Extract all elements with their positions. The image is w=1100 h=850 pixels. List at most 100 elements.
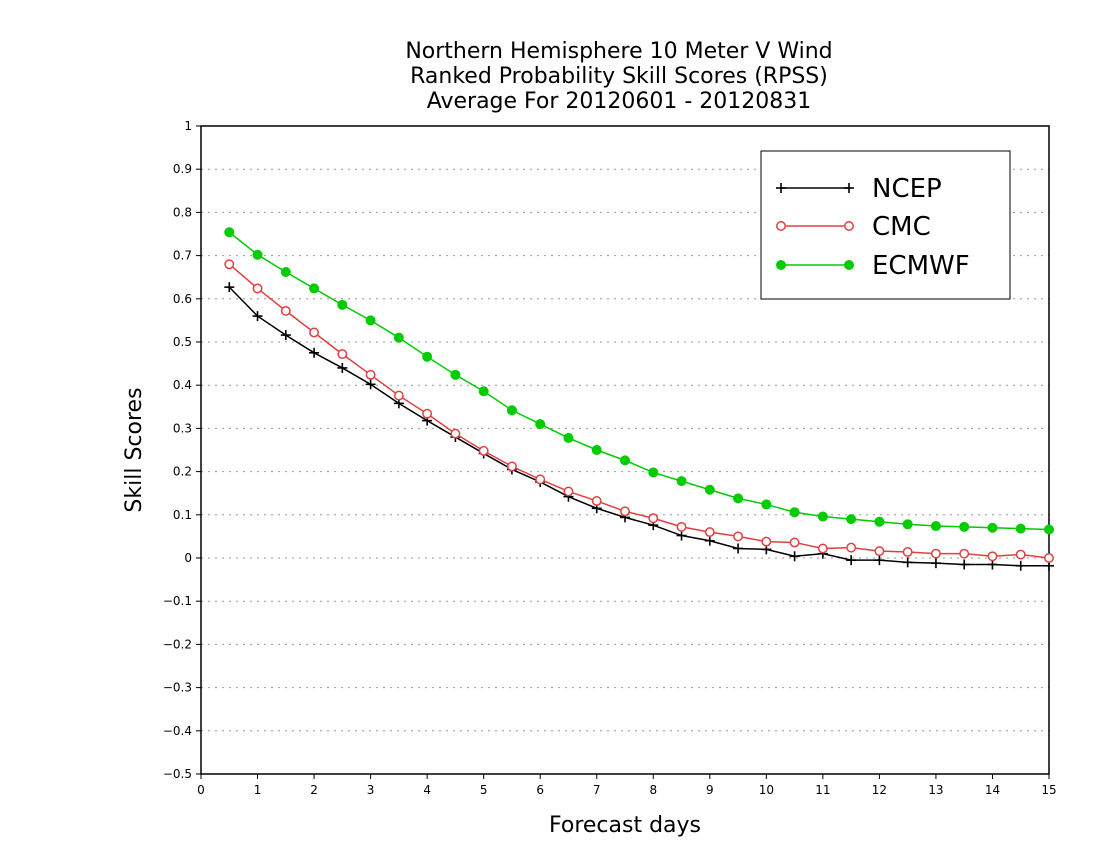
data-point-ecmwf — [676, 476, 687, 487]
legend-marker-ncep — [844, 183, 854, 193]
data-point-cmc — [846, 542, 857, 553]
data-point-ecmwf — [252, 249, 263, 260]
data-point-cmc — [506, 461, 517, 472]
data-point-cmc — [874, 546, 885, 557]
legend-label-cmc: CMC — [872, 212, 931, 242]
data-point-ecmwf — [535, 419, 546, 430]
x-tick-label: 5 — [480, 783, 488, 797]
data-point-cmc — [337, 349, 348, 360]
x-tick-label: 11 — [815, 783, 830, 797]
legend-marker-ecmwf — [776, 260, 786, 270]
data-point-ecmwf — [591, 445, 602, 455]
legend-marker-ecmwf — [844, 260, 854, 270]
gridlines — [201, 168, 1049, 732]
x-tick-label: 8 — [649, 783, 657, 797]
data-point-ncep — [252, 311, 263, 322]
data-point-cmc — [704, 527, 715, 538]
x-tick-label: 12 — [872, 783, 887, 797]
series-ncep — [224, 282, 1054, 571]
y-axis-title: Skill Scores — [122, 387, 147, 512]
data-point-cmc — [535, 474, 546, 485]
series-cmc — [224, 259, 1054, 563]
x-tick-label: 10 — [759, 783, 774, 797]
data-point-ecmwf — [620, 455, 630, 466]
axis-ticks — [196, 125, 1050, 779]
data-point-ecmwf — [337, 299, 348, 310]
data-point-ncep — [930, 558, 941, 569]
chart-title: Northern Hemisphere 10 Meter V Wind Rank… — [405, 39, 832, 114]
data-point-cmc — [1015, 549, 1026, 560]
y-tick-label: 0.3 — [173, 421, 192, 435]
y-tick-label: −0.4 — [163, 724, 192, 738]
data-point-ncep — [846, 555, 857, 566]
series-ecmwf — [224, 227, 1054, 535]
data-point-ecmwf — [422, 351, 433, 362]
data-point-ncep — [676, 530, 687, 541]
y-tick-label: 0.8 — [173, 205, 192, 219]
data-point-ecmwf — [1044, 524, 1054, 535]
data-point-cmc — [563, 486, 574, 497]
y-axis-tick-labels: 1 0.9 0.8 0.7 0.6 0.5 0.4 0.3 0.2 0.1 0 −0.1 −0.2 −0.… — [163, 119, 192, 781]
data-point-ecmwf — [817, 511, 828, 522]
data-point-ncep — [224, 282, 235, 293]
data-point-ecmwf — [450, 369, 461, 380]
legend-item-cmc: CMC — [776, 212, 931, 242]
x-tick-label: 4 — [423, 783, 431, 797]
y-tick-label: 1 — [184, 119, 192, 133]
data-point-cmc — [789, 537, 800, 548]
data-point-cmc — [930, 548, 941, 559]
data-point-ecmwf — [959, 521, 970, 532]
data-point-ecmwf — [704, 484, 715, 495]
data-point-cmc — [959, 548, 970, 559]
data-point-ecmwf — [648, 467, 659, 478]
data-point-cmc — [676, 521, 687, 532]
data-point-ncep — [959, 559, 970, 570]
series-line-ncep — [228, 286, 1049, 567]
x-axis-tick-labels: 0 1 2 3 4 5 6 7 8 9 10 11 12 13 14 15 — [197, 783, 1056, 797]
data-point-ncep — [309, 347, 320, 358]
data-point-ncep — [365, 379, 376, 390]
y-tick-label: 0.9 — [173, 162, 192, 176]
data-point-ecmwf — [393, 332, 404, 343]
y-tick-label: 0.6 — [173, 292, 192, 306]
y-tick-label: 0.4 — [173, 378, 192, 392]
series-layer — [224, 227, 1054, 571]
data-point-ecmwf — [761, 499, 772, 510]
data-point-ecmwf — [478, 386, 489, 397]
data-point-ecmwf — [930, 521, 941, 532]
legend-label-ncep: NCEP — [872, 174, 942, 204]
data-point-ecmwf — [1015, 523, 1026, 534]
x-tick-label: 14 — [985, 783, 1000, 797]
x-tick-label: 13 — [928, 783, 943, 797]
data-point-ecmwf — [280, 267, 291, 278]
x-tick-label: 6 — [536, 783, 544, 797]
x-axis-title: Forecast days — [549, 813, 701, 838]
legend-box — [760, 150, 1011, 300]
y-tick-label: 0.2 — [173, 465, 192, 479]
data-point-ecmwf — [987, 522, 998, 533]
y-tick-label: 0.7 — [173, 249, 192, 263]
x-tick-label: 7 — [593, 783, 601, 797]
data-point-ncep — [704, 535, 715, 546]
chart-title-line-3: Average For 20120601 - 20120831 — [427, 89, 812, 114]
y-tick-label: −0.1 — [163, 594, 192, 608]
chart-title-line-1: Northern Hemisphere 10 Meter V Wind — [405, 39, 832, 64]
data-point-ncep — [733, 543, 744, 554]
data-point-ecmwf — [563, 432, 574, 443]
data-point-ncep — [789, 551, 800, 562]
x-tick-label: 3 — [367, 783, 375, 797]
data-point-cmc — [224, 259, 235, 270]
data-point-ecmwf — [224, 227, 235, 238]
data-point-cmc — [648, 513, 659, 524]
data-point-cmc — [987, 551, 998, 562]
data-point-cmc — [591, 496, 602, 506]
data-point-cmc — [393, 390, 404, 401]
data-point-cmc — [817, 543, 828, 554]
data-point-cmc — [309, 327, 320, 338]
y-tick-label: −0.2 — [163, 637, 192, 651]
data-point-cmc — [252, 283, 263, 294]
data-point-ecmwf — [309, 283, 320, 294]
x-tick-label: 2 — [310, 783, 318, 797]
y-tick-label: −0.5 — [163, 767, 192, 781]
